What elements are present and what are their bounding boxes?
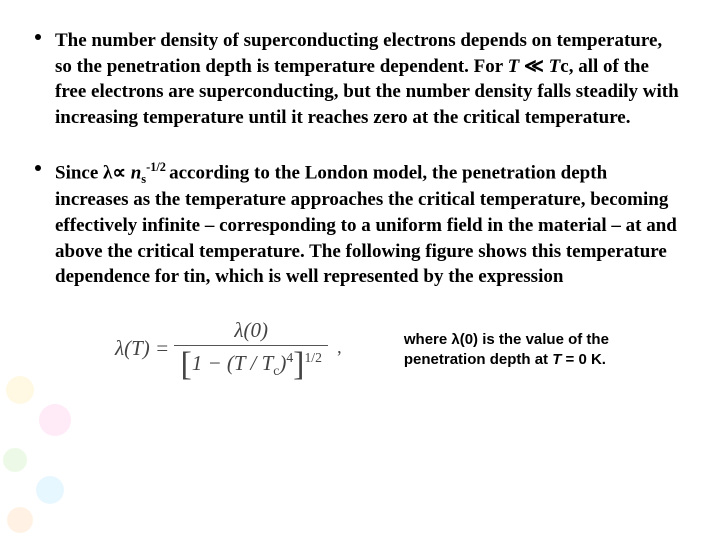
bullet-dot-icon — [35, 165, 41, 171]
formula-den: [1 − (T / Tc)4]1/2 — [174, 346, 327, 382]
formula-row: λ(T) = λ(0) [1 − (T / Tc)4]1/2 , where λ… — [55, 318, 682, 382]
bracket-close: ] — [293, 348, 304, 382]
formula-comma: , — [333, 337, 342, 357]
bullet-2: Since λ∝ ns-1/2 according to the London … — [55, 159, 682, 290]
p1-Tc-T: T — [549, 56, 561, 77]
bullet-1: The number density of superconducting el… — [55, 28, 682, 131]
formula-num: λ(0) — [174, 318, 327, 346]
p1-T: T — [508, 56, 520, 77]
caption-T: T — [552, 351, 561, 368]
formula-lhs: λ(T) = — [115, 336, 174, 360]
bullet-dot-icon — [35, 34, 41, 40]
den-inner: 1 − (T / T — [192, 351, 273, 375]
formula: λ(T) = λ(0) [1 − (T / Tc)4]1/2 , — [55, 318, 384, 382]
formula-fraction: λ(0) [1 − (T / Tc)4]1/2 — [174, 318, 327, 382]
p2-text-b: according to the London model, the penet… — [55, 162, 677, 287]
p1-Tc-c: c — [560, 56, 568, 77]
den-pow12: 1/2 — [304, 350, 321, 365]
p2-n: n — [131, 162, 142, 183]
caption-b: = 0 K. — [561, 351, 606, 368]
p1-ll: ≪ — [519, 56, 548, 77]
slide-content: The number density of superconducting el… — [0, 0, 720, 402]
den-pow4: 4 — [286, 350, 293, 365]
p2-text-a: Since λ — [55, 162, 112, 183]
p2-exp: -1/2 — [146, 160, 169, 174]
formula-caption: where λ(0) is the value of the penetrati… — [384, 330, 682, 371]
bracket-open: [ — [180, 348, 191, 382]
p2-prop: ∝ — [112, 162, 126, 183]
